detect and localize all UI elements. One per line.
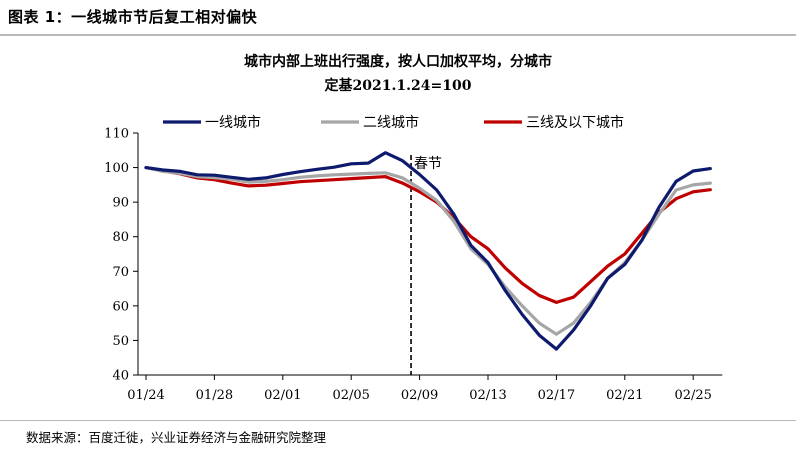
top-rule <box>0 34 796 36</box>
chart-axes: 40 50 60 70 80 90 100 110 01/24 01/28 02/01 02/05 02… <box>104 127 723 403</box>
x-tick-label: 02/01 <box>264 388 301 403</box>
series-line-三线及以下城市 <box>144 166 712 304</box>
spring-festival-label: 春节 <box>414 156 442 172</box>
y-tick-label: 80 <box>112 230 129 245</box>
legend-label: 二线城市 <box>363 114 419 131</box>
x-tick-label: 02/17 <box>538 388 575 403</box>
legend-label: 三线及以下城市 <box>526 114 624 131</box>
x-tick-label: 02/21 <box>606 388 643 403</box>
y-tick-label: 40 <box>112 369 129 384</box>
bottom-rule <box>0 420 796 421</box>
x-tick-label: 01/24 <box>127 388 164 403</box>
y-tick-label: 100 <box>104 161 129 176</box>
y-tick-label: 50 <box>112 334 129 349</box>
x-tick-label: 02/05 <box>332 388 369 403</box>
spring-festival-annotation: 春节 <box>410 155 442 375</box>
x-tick-label: 01/28 <box>196 388 233 403</box>
x-tick-label: 02/13 <box>469 388 506 403</box>
series-line-一线城市 <box>144 151 712 351</box>
x-tick-label: 02/25 <box>674 388 711 403</box>
y-tick-label: 70 <box>112 265 129 280</box>
chart-title: 城市内部上班出行强度，按人口加权平均，分城市 <box>244 53 552 70</box>
x-tick-label: 02/09 <box>401 388 438 403</box>
chart-subtitle: 定基2021.1.24=100 <box>325 77 472 94</box>
y-tick-label: 60 <box>112 299 129 314</box>
chart-legend: 一线城市 二线城市 三线及以下城市 <box>163 114 624 131</box>
y-tick-label: 90 <box>112 196 129 211</box>
y-tick-label: 110 <box>104 127 129 142</box>
source-note: 数据来源：百度迁徙，兴业证券经济与金融研究院整理 <box>26 430 327 445</box>
chart-series <box>144 151 712 351</box>
figure-title: 图表 1：一线城市节后复工相对偏快 <box>8 8 258 26</box>
line-chart: 城市内部上班出行强度，按人口加权平均，分城市 定基2021.1.24=100 一… <box>104 53 723 403</box>
legend-label: 一线城市 <box>205 114 261 131</box>
